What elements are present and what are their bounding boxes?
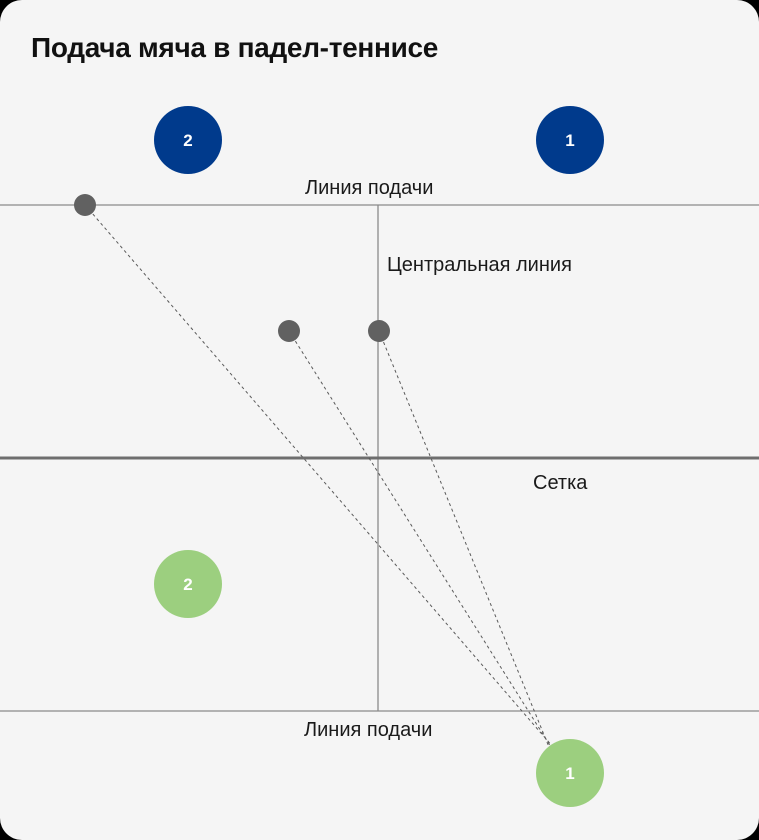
- net-label: Сетка: [533, 472, 588, 494]
- service-line-top-label: Линия подачи: [305, 177, 433, 199]
- serve-trajectory-wide: [84, 204, 554, 748]
- server-player-1: 1: [536, 739, 604, 807]
- opponent-player-1: 1: [536, 106, 604, 174]
- serve-trajectory-t: [378, 330, 550, 748]
- team-player-2-number: 2: [183, 575, 192, 594]
- ball-target-t: [368, 320, 390, 342]
- serve-trajectory-body: [288, 330, 552, 748]
- opponent-player-1-number: 1: [565, 131, 574, 150]
- diagram-title: Подача мяча в падел-теннисе: [31, 32, 439, 63]
- opponent-player-2-number: 2: [183, 131, 192, 150]
- server-player-1-number: 1: [565, 764, 574, 783]
- ball-target-body: [278, 320, 300, 342]
- center-line-label: Центральная линия: [387, 254, 572, 276]
- opponent-player-2: 2: [154, 106, 222, 174]
- team-player-2: 2: [154, 550, 222, 618]
- ball-target-wide: [74, 194, 96, 216]
- service-line-bottom-label: Линия подачи: [304, 719, 432, 741]
